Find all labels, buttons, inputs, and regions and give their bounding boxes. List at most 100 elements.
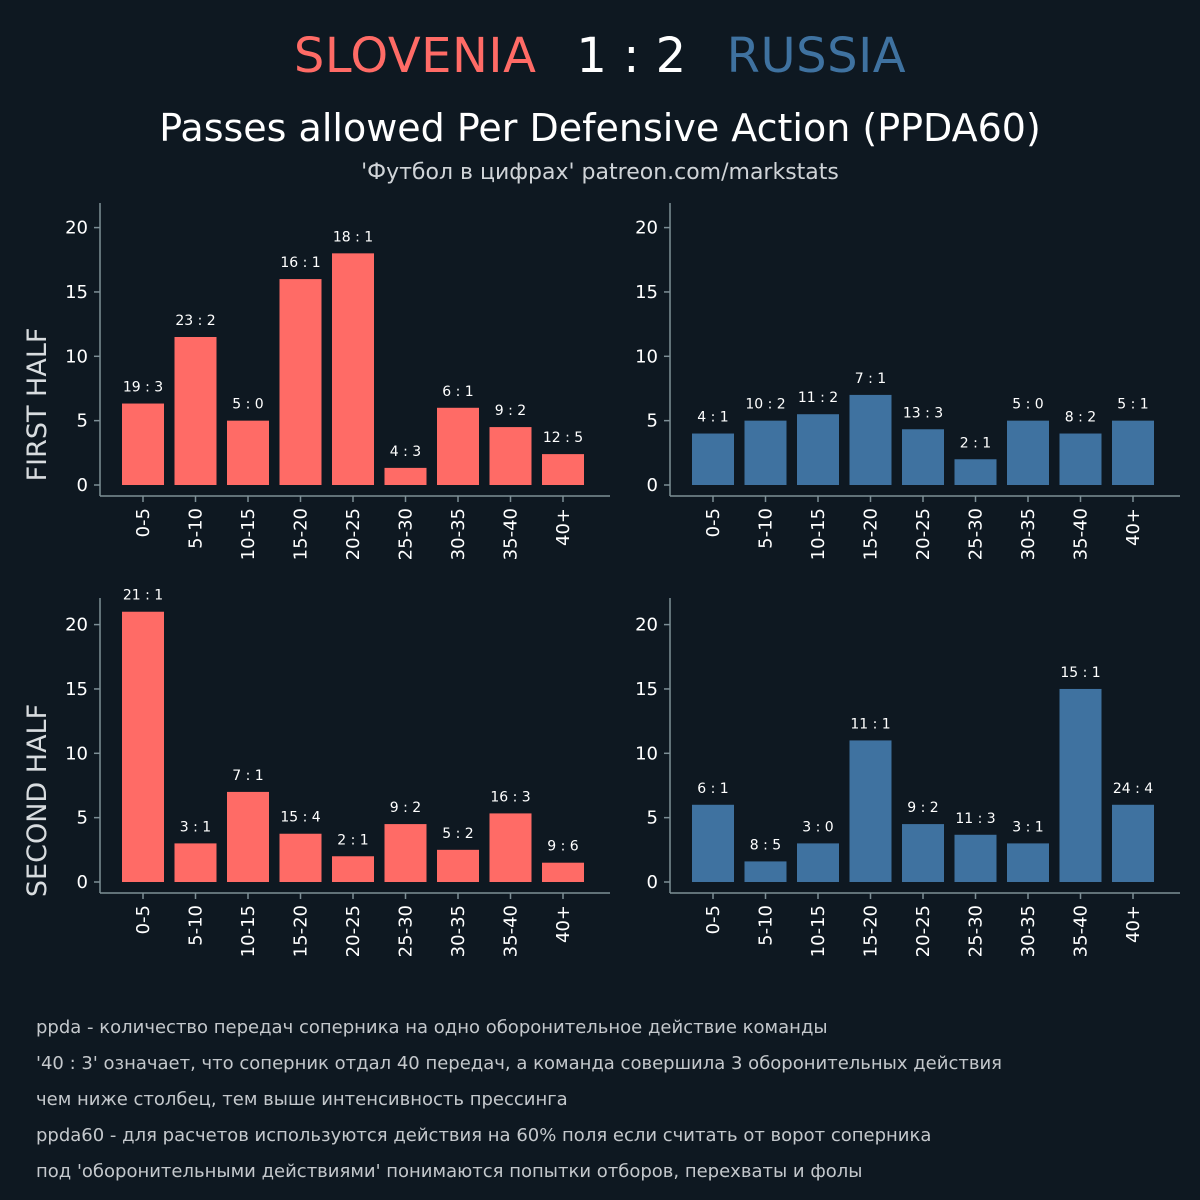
first-half-slovenia-y-tick-label: 10 <box>65 346 88 367</box>
first-half-slovenia-x-tick-label: 40+ <box>553 508 574 546</box>
second-half-russia-bar <box>1007 843 1049 882</box>
first-half-russia-bar-label: 5 : 1 <box>1117 397 1148 413</box>
first-half-slovenia-y-tick-label: 15 <box>65 282 88 303</box>
second-half-slovenia-y-tick-label: 10 <box>65 743 88 764</box>
first-half-slovenia-bar <box>489 427 532 485</box>
second-half-russia-bar <box>744 861 787 882</box>
first-half-russia-bar <box>1112 420 1154 485</box>
match-score: 1 : 2 <box>576 28 687 84</box>
away-team-name: RUSSIA <box>726 28 907 84</box>
second-half-russia-x-tick-label: 15-20 <box>861 905 882 957</box>
first-half-slovenia-half-label: FIRST HALF <box>22 328 53 482</box>
second-half-slovenia-bar-label: 15 : 4 <box>280 810 320 826</box>
first-half-slovenia-y-tick-label: 0 <box>77 475 88 496</box>
second-half-slovenia-bar <box>489 813 532 882</box>
first-half-russia-bar <box>744 420 787 485</box>
second-half-slovenia-y-tick-label: 5 <box>77 808 88 829</box>
second-half-slovenia-bar-label: 16 : 3 <box>490 789 530 805</box>
first-half-russia-y-tick-label: 0 <box>647 475 658 496</box>
first-half-slovenia-bar-label: 23 : 2 <box>175 313 215 329</box>
second-half-slovenia-x-tick-label: 15-20 <box>291 905 312 957</box>
second-half-russia-y-tick-label: 5 <box>647 808 658 829</box>
second-half-slovenia-bar-label: 3 : 1 <box>180 819 211 835</box>
first-half-slovenia-x-tick-label: 20-25 <box>343 508 364 560</box>
first-half-russia-y-tick-label: 10 <box>635 346 658 367</box>
chart-title: Passes allowed Per Defensive Action (PPD… <box>159 106 1041 150</box>
charts-grid: 0 5 10 15 20 FIRST HALF 19 : 3 0-5 23 : 2 5-10 5 :… <box>22 203 1180 957</box>
first-half-russia-bar-label: 10 : 2 <box>745 397 785 413</box>
note-line: ppda60 - для расчетов используются дейст… <box>36 1125 932 1146</box>
first-half-slovenia-bar <box>384 467 427 485</box>
second-half-slovenia-bar <box>384 824 427 882</box>
note-line: ppda - количество передач соперника на о… <box>36 1017 828 1038</box>
first-half-russia-y-tick-label: 15 <box>635 282 658 303</box>
second-half-russia-bar-label: 8 : 5 <box>750 837 781 853</box>
first-half-slovenia-bar <box>174 336 217 485</box>
second-half-slovenia-x-tick-label: 40+ <box>553 905 574 943</box>
second-half-slovenia-bar-label: 7 : 1 <box>232 768 263 784</box>
first-half-russia-bar-label: 13 : 3 <box>903 405 943 421</box>
note-line: чем ниже столбец, тем выше интенсивность… <box>36 1089 568 1110</box>
second-half-slovenia-bar <box>174 843 217 882</box>
second-half-slovenia-bar-label: 9 : 2 <box>390 800 421 816</box>
second-half-slovenia-x-tick-label: 20-25 <box>343 905 364 957</box>
second-half-russia-x-tick-label: 20-25 <box>913 905 934 957</box>
first-half-russia-x-tick-label: 40+ <box>1123 508 1144 546</box>
first-half-russia-bar <box>954 459 997 485</box>
first-half-russia-bar <box>1007 420 1049 485</box>
second-half-russia-bar-label: 15 : 1 <box>1060 665 1100 681</box>
first-half-slovenia-y-tick-label: 20 <box>65 218 88 239</box>
second-half-slovenia-bar-label: 21 : 1 <box>123 588 163 604</box>
second-half-russia-x-tick-label: 25-30 <box>966 905 987 957</box>
second-half-slovenia-x-tick-label: 30-35 <box>448 905 469 957</box>
first-half-slovenia-bar-label: 16 : 1 <box>280 255 320 271</box>
first-half-russia-bar <box>797 414 839 485</box>
first-half-slovenia-bar-label: 12 : 5 <box>543 430 583 446</box>
home-team-name: SLOVENIA <box>293 28 537 84</box>
first-half-russia-y-tick-label: 5 <box>647 411 658 432</box>
first-half-slovenia-bar-label: 19 : 3 <box>123 380 163 396</box>
first-half-russia-bar-label: 2 : 1 <box>960 435 991 451</box>
first-half-slovenia-x-tick-label: 15-20 <box>291 508 312 560</box>
second-half-slovenia-bar <box>437 849 479 882</box>
first-half-slovenia-y-tick-label: 5 <box>77 411 88 432</box>
second-half-slovenia-half-label: SECOND HALF <box>22 704 53 897</box>
second-half-slovenia-bar <box>542 862 584 882</box>
note-line: '40 : 3' означает, что соперник отдал 40… <box>36 1053 1002 1074</box>
first-half-slovenia-bar-label: 6 : 1 <box>442 384 473 400</box>
second-half-russia-x-tick-label: 10-15 <box>808 905 829 957</box>
second-half-russia-bar <box>954 834 997 882</box>
first-half-slovenia-bar <box>279 279 322 485</box>
first-half-slovenia-x-tick-label: 30-35 <box>448 508 469 560</box>
second-half-russia-y-tick-label: 15 <box>635 679 658 700</box>
first-half-russia-x-tick-label: 35-40 <box>1071 508 1092 560</box>
first-half-slovenia-x-tick-label: 35-40 <box>501 508 522 560</box>
first-half-slovenia-bar <box>542 454 584 485</box>
second-half-slovenia-y-tick-label: 0 <box>77 872 88 893</box>
second-half-slovenia-bar <box>279 833 322 882</box>
first-half-russia-bar <box>902 429 944 485</box>
first-half-slovenia-bar <box>227 420 269 485</box>
second-half-russia-bar-label: 3 : 0 <box>802 819 833 835</box>
second-half-slovenia-bar <box>332 856 374 882</box>
second-half-slovenia-x-tick-label: 35-40 <box>501 905 522 957</box>
first-half-slovenia-bar <box>332 253 374 485</box>
second-half-russia-x-tick-label: 40+ <box>1123 905 1144 943</box>
second-half-russia-y-tick-label: 20 <box>635 615 658 636</box>
first-half-russia-x-tick-label: 30-35 <box>1018 508 1039 560</box>
second-half-russia-bar <box>849 740 892 882</box>
first-half-russia-bar-label: 5 : 0 <box>1012 397 1043 413</box>
first-half-slovenia-x-tick-label: 10-15 <box>238 508 259 560</box>
first-half-russia-x-tick-label: 25-30 <box>966 508 987 560</box>
second-half-slovenia-bar <box>122 611 164 882</box>
second-half-russia-x-tick-label: 35-40 <box>1071 905 1092 957</box>
second-half-russia-bar-label: 3 : 1 <box>1012 819 1043 835</box>
second-half-russia-bar-label: 24 : 4 <box>1113 781 1153 797</box>
second-half-russia-bar <box>902 824 944 882</box>
first-half-slovenia-x-tick-label: 25-30 <box>396 508 417 560</box>
match-header: SLOVENIA 1 : 2 RUSSIA <box>0 26 1200 86</box>
first-half-russia-x-tick-label: 20-25 <box>913 508 934 560</box>
first-half-russia-x-tick-label: 0-5 <box>703 508 724 537</box>
first-half-slovenia-x-tick-label: 5-10 <box>186 508 207 549</box>
second-half-russia-x-tick-label: 5-10 <box>756 905 777 946</box>
